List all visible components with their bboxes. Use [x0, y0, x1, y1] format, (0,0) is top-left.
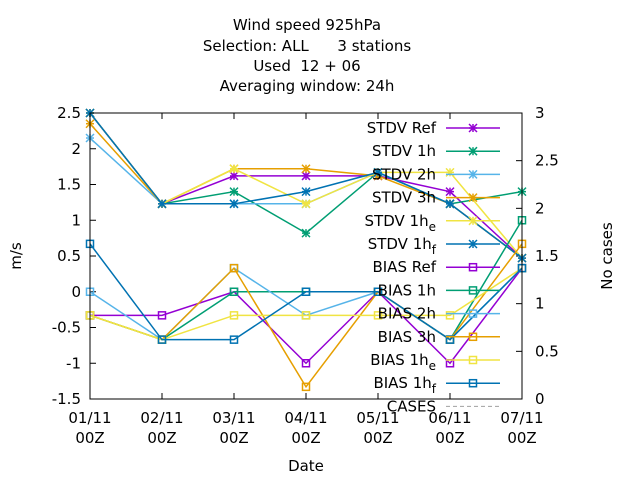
series-line-7 — [89, 219, 523, 341]
title-line-4: Averaging window: 24h — [220, 77, 395, 95]
y2-tick-label: 0.5 — [535, 342, 559, 360]
data-point-1-2 — [229, 187, 239, 197]
legend-marker-11 — [468, 378, 478, 388]
data-point-10-5 — [445, 311, 455, 320]
data-point-6-1 — [157, 311, 167, 320]
legend-marker-3 — [468, 193, 478, 203]
y-tick-label: 0 — [71, 283, 81, 301]
data-point-5-2 — [229, 199, 239, 209]
x-tick-hour: 00Z — [219, 429, 248, 447]
data-point-5-4 — [373, 167, 383, 177]
legend-label-8: BIAS 2h — [378, 305, 436, 323]
title-line-1: Wind speed 925hPa — [233, 16, 381, 34]
y2-tick-label: 2.5 — [535, 152, 559, 170]
data-point-9-3 — [301, 382, 311, 392]
x-tick-hour: 00Z — [75, 429, 104, 447]
data-point-11-3 — [301, 287, 311, 296]
data-point-9-2 — [229, 263, 239, 273]
data-point-1-3 — [301, 228, 311, 238]
legend-label-1: STDV 1h — [372, 142, 436, 160]
y2-axis-label: No cases — [598, 222, 616, 290]
axis-ticks: 2.5 2 1.5 1 0.5 0 -0.5 -1 -1.5 3 2.5 2 1.5 1 0.5 0 01/11… — [52, 104, 559, 447]
legend-marker-0 — [468, 123, 478, 133]
y2-tick-label: 3 — [535, 104, 545, 122]
plot-frame — [89, 112, 523, 400]
legend-marker-8 — [468, 309, 478, 318]
legend-marker-2 — [468, 169, 478, 179]
y-tick-label: 2 — [71, 140, 81, 158]
y-axis-label: m/s — [7, 242, 25, 270]
series-line-6 — [90, 267, 523, 365]
legend-label-7: BIAS 1h — [378, 281, 436, 299]
data-point-11-4 — [373, 287, 383, 296]
legend-marker-6 — [468, 262, 478, 272]
y-tick-label: -1.5 — [52, 390, 81, 408]
legend-marker-1 — [468, 146, 478, 156]
y2-tick-label: 2 — [535, 199, 545, 217]
legend-label-3: STDV 3h — [372, 189, 436, 207]
x-axis-label: Date — [288, 457, 324, 475]
x-tick-hour: 00Z — [507, 429, 536, 447]
y2-tick-label: 1 — [535, 295, 545, 313]
legend-label-10: BIAS 1he — [370, 351, 436, 373]
x-tick-hour: 00Z — [291, 429, 320, 447]
legend-label-0: STDV Ref — [367, 119, 437, 137]
x-tick-date: 04/11 — [284, 409, 327, 427]
y2-tick-label: 1.5 — [535, 247, 559, 265]
y2-tick-label: 0 — [535, 390, 545, 408]
x-tick-date: 06/11 — [428, 409, 471, 427]
data-point-3-3 — [301, 164, 311, 174]
data-point-5-1 — [157, 199, 167, 209]
x-tick-date: 02/11 — [140, 409, 183, 427]
x-tick-hour: 00Z — [147, 429, 176, 447]
data-point-4-3 — [301, 199, 311, 209]
data-point-11-1 — [157, 335, 167, 344]
title-line-2: Selection: ALL 3 stations — [203, 37, 411, 55]
data-point-5-5 — [445, 199, 455, 209]
legend-marker-10 — [468, 355, 478, 365]
legend-label-11: BIAS 1hf — [373, 374, 436, 396]
x-tick-date: 05/11 — [356, 409, 399, 427]
data-point-10-4 — [373, 311, 383, 320]
legend-label-6: BIAS Ref — [372, 258, 436, 276]
legend-marker-7 — [468, 286, 478, 295]
data-point-11-2 — [229, 335, 239, 344]
legend-marker-5 — [468, 239, 478, 249]
x-tick-hour: 00Z — [435, 429, 464, 447]
data-point-0-3 — [301, 171, 311, 181]
data-point-10-2 — [229, 311, 239, 320]
legend-label-2: STDV 2h — [372, 165, 436, 183]
x-tick-date: 03/11 — [212, 409, 255, 427]
data-point-7-2 — [229, 287, 239, 296]
chart-title: Wind speed 925hPa Selection: ALL 3 stati… — [203, 16, 411, 95]
data-point-5-3 — [301, 187, 311, 197]
chart-legend: STDV Ref STDV 1h STDV 2h STDV 3h STDV 1heSTD… — [365, 119, 500, 415]
y-tick-label: -1 — [66, 354, 81, 372]
data-point-10-3 — [301, 311, 311, 320]
legend-marker-4 — [468, 216, 478, 226]
legend-label-12: CASES — [387, 397, 436, 415]
legend-marker-9 — [468, 332, 478, 342]
legend-label-9: BIAS 3h — [378, 328, 436, 346]
legend-label-4: STDV 1he — [365, 212, 436, 234]
y-tick-label: 0.5 — [57, 247, 81, 265]
data-point-0-2 — [229, 171, 239, 181]
data-point-0-5 — [445, 187, 455, 197]
y-tick-label: -0.5 — [52, 319, 81, 337]
data-point-4-2 — [229, 164, 239, 174]
y-tick-label: 1 — [71, 211, 81, 229]
legend-label-5: STDV 1hf — [368, 235, 437, 257]
x-tick-hour: 00Z — [363, 429, 392, 447]
y-tick-label: 2.5 — [57, 104, 81, 122]
series-line-11 — [89, 243, 523, 341]
y-tick-label: 1.5 — [57, 176, 81, 194]
data-point-6-3 — [301, 359, 311, 368]
x-tick-date: 07/11 — [500, 409, 543, 427]
x-tick-date: 01/11 — [68, 409, 111, 427]
title-line-3: Used 12 + 06 — [253, 57, 360, 75]
